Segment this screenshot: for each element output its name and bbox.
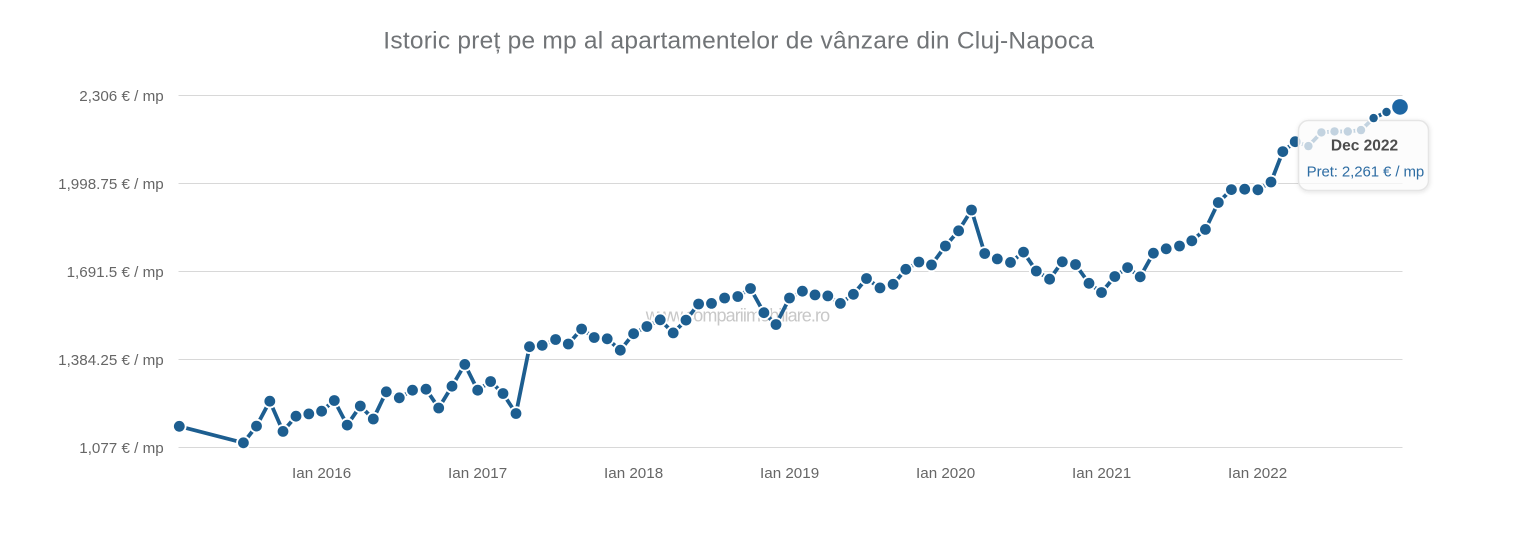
svg-text:1,077 € / mp: 1,077 € / mp	[79, 440, 163, 457]
svg-text:1,998.75 € / mp: 1,998.75 € / mp	[58, 176, 164, 193]
svg-text:2,306 € / mp: 2,306 € / mp	[79, 88, 163, 105]
svg-text:Ian 2020: Ian 2020	[916, 465, 975, 482]
svg-text:1,384.25 € / mp: 1,384.25 € / mp	[58, 352, 164, 369]
svg-text:www.compariimobiliare.ro: www.compariimobiliare.ro	[645, 305, 830, 325]
svg-text:Ian 2022: Ian 2022	[1228, 465, 1287, 482]
svg-text:1,691.5 € / mp: 1,691.5 € / mp	[67, 264, 164, 281]
svg-text:Istoric preț pe mp al apartame: Istoric preț pe mp al apartamentelor de …	[383, 27, 1094, 54]
svg-text:Ian 2017: Ian 2017	[448, 465, 507, 482]
svg-text:Ian 2019: Ian 2019	[760, 465, 819, 482]
svg-text:Ian 2016: Ian 2016	[292, 465, 351, 482]
svg-text:Ian 2018: Ian 2018	[604, 465, 663, 482]
svg-text:Dec 2022: Dec 2022	[1331, 138, 1398, 155]
svg-text:Pret: 2,261 € / mp: Pret: 2,261 € / mp	[1307, 164, 1424, 181]
svg-text:Ian 2021: Ian 2021	[1072, 465, 1131, 482]
